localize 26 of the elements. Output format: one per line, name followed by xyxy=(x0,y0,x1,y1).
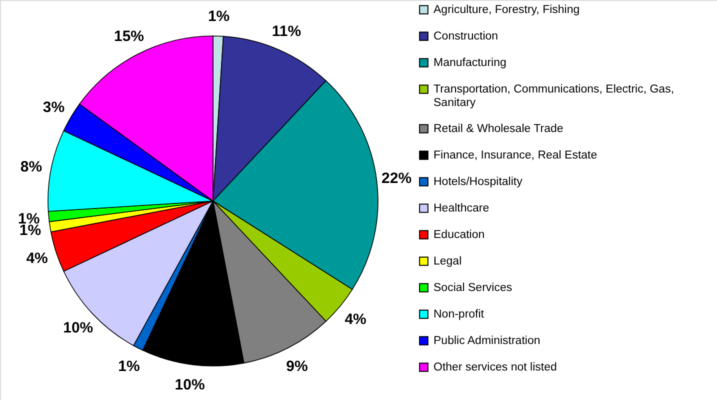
data-label: 8% xyxy=(20,158,42,176)
legend-label: Legal xyxy=(434,255,462,268)
data-label: 10% xyxy=(63,320,94,337)
legend-label: Education xyxy=(434,228,485,241)
data-label: 11% xyxy=(272,23,302,40)
legend-label: Retail & Wholesale Trade xyxy=(434,122,564,135)
legend-label: Construction xyxy=(434,30,498,42)
legend-label: Finance, Insurance, Real Estate xyxy=(434,149,598,162)
data-label: 1% xyxy=(208,8,230,26)
data-label: 1% xyxy=(118,358,140,375)
data-label: 15% xyxy=(114,28,144,46)
legend-label: Other services not listed xyxy=(434,361,557,374)
data-label: 10% xyxy=(174,376,205,394)
legend-label: Social Services xyxy=(434,282,512,294)
legend-label: Agriculture, Forestry, Fishing xyxy=(434,4,580,16)
legend-label: Healthcare xyxy=(434,202,490,214)
legend-label: Non-profit xyxy=(434,308,485,320)
data-label: 3% xyxy=(42,98,65,116)
legend-label: Hotels/Hospitality xyxy=(434,176,523,188)
data-label: 4% xyxy=(344,310,366,328)
legend-label: Manufacturing xyxy=(434,56,506,69)
data-label: 22% xyxy=(382,170,412,187)
legend-label: Public Administration xyxy=(434,334,540,347)
legend-label: Transportation, Communications, Electric, Gas, Sanitary xyxy=(434,83,674,109)
data-label: 4% xyxy=(26,250,48,268)
data-label: 9% xyxy=(286,358,308,375)
